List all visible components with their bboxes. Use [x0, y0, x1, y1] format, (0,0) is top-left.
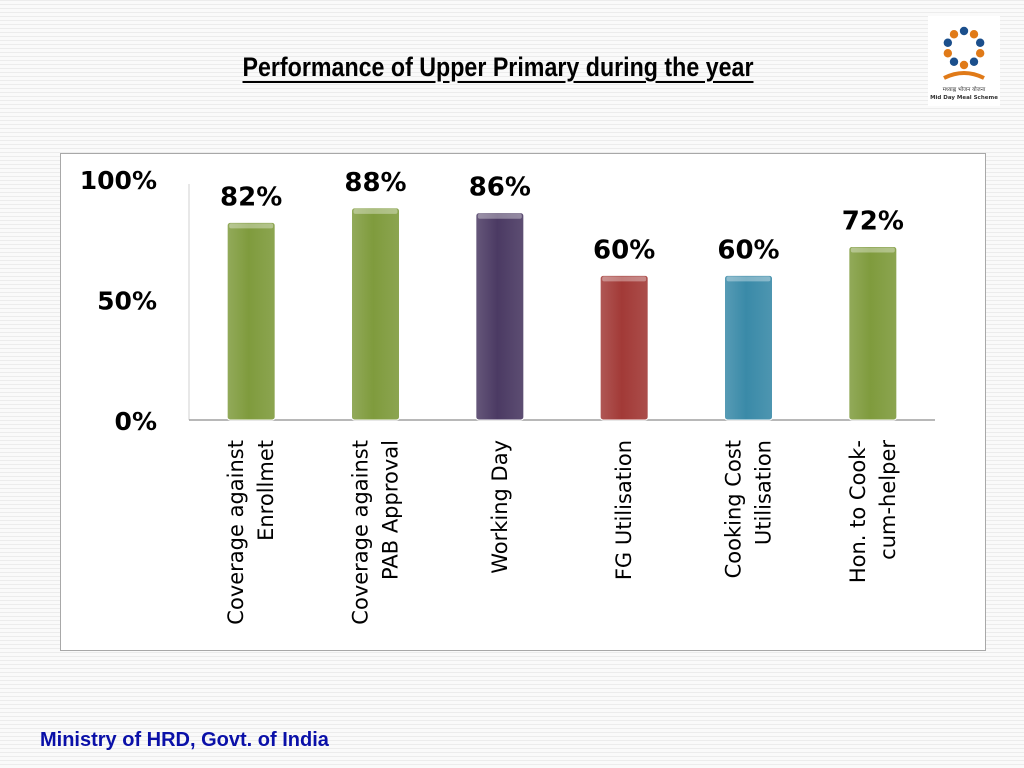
x-tick-label: Coverage against Enrollmet	[224, 440, 278, 625]
chart-bars	[226, 207, 898, 421]
x-tick-label: FG Utilisation	[612, 440, 636, 580]
logo-figure-icon	[943, 49, 953, 58]
bar	[226, 221, 276, 421]
mid-day-meal-logo: मध्याह्न भोजन योजना Mid Day Meal Scheme	[928, 16, 1000, 106]
x-tick-label: Coverage against PAB Approval	[349, 440, 403, 625]
data-labels: 82% 88% 86% 60% 60% 72%	[220, 168, 904, 265]
x-tick-label-line: Hon. to Cook-	[846, 440, 870, 583]
chart-panel: 0% 50% 100% 82% 88% 86% 60% 60% 72% Coverage ag…	[60, 153, 986, 651]
logo-caption: Mid Day Meal Scheme	[930, 95, 998, 101]
logo-emblem-icon: मध्याह्न भोजन योजना Mid Day Meal Scheme	[930, 26, 998, 101]
bar-highlight	[726, 276, 771, 282]
x-tick-label-line: Coverage against	[349, 440, 373, 625]
data-label: 60%	[717, 235, 779, 265]
y-tick-label: 50%	[97, 287, 157, 316]
y-tick-label: 100%	[80, 166, 157, 195]
x-tick-label-line: cum-helper	[876, 440, 900, 560]
logo-figure-icon	[949, 57, 959, 66]
x-tick-label-line: Utilisation	[752, 440, 776, 545]
logo-figure-icon	[949, 30, 959, 39]
bar	[475, 212, 525, 421]
x-tick-label-line: FG Utilisation	[612, 440, 636, 580]
x-tick-label-line: Cooking Cost	[722, 440, 746, 578]
x-tick-label: Cooking Cost Utilisation	[722, 440, 776, 578]
logo-figure-icon	[943, 38, 953, 47]
bar	[351, 207, 400, 421]
data-label: 72%	[842, 206, 904, 236]
bar-highlight	[353, 208, 398, 214]
x-tick-label: Hon. to Cook-cum-helper	[846, 440, 900, 584]
logo-figure-icon	[959, 26, 969, 36]
x-tick-label-line: Working Day	[488, 440, 512, 574]
x-axis-ticks: Coverage against Enrollmet Coverage agains…	[224, 440, 900, 625]
bar	[848, 245, 898, 421]
footer-text: Ministry of HRD, Govt. of India	[40, 729, 329, 751]
x-tick-label-line: Coverage against	[224, 440, 248, 625]
y-tick-label: 0%	[115, 407, 157, 436]
bar-chart: 0% 50% 100% 82% 88% 86% 60% 60% 72% Coverage ag…	[80, 166, 935, 625]
logo-figure-icon	[969, 57, 979, 66]
logo-figure-icon	[959, 60, 969, 70]
logo-figure-icon	[975, 38, 985, 47]
x-tick-label-line: Enrollmet	[254, 440, 278, 541]
data-label: 60%	[593, 235, 655, 265]
chart-axes	[188, 184, 935, 421]
bar-highlight	[850, 247, 895, 253]
data-label: 82%	[220, 182, 282, 212]
bar	[599, 274, 649, 421]
page-title: Performance of Upper Primary during the …	[242, 52, 754, 82]
data-label: 86%	[469, 173, 531, 203]
bar-highlight	[602, 276, 647, 282]
x-tick-label-line: PAB Approval	[379, 440, 403, 580]
logo-hindi-text: मध्याह्न भोजन योजना	[943, 86, 986, 93]
logo-figure-icon	[969, 30, 979, 39]
bar	[724, 274, 773, 421]
bar-highlight	[477, 213, 522, 219]
x-tick-label: Working Day	[488, 440, 512, 574]
y-axis-ticks: 0% 50% 100%	[80, 166, 157, 436]
bar-highlight	[229, 223, 274, 229]
logo-figure-icon	[975, 49, 985, 58]
data-label: 88%	[344, 168, 406, 198]
